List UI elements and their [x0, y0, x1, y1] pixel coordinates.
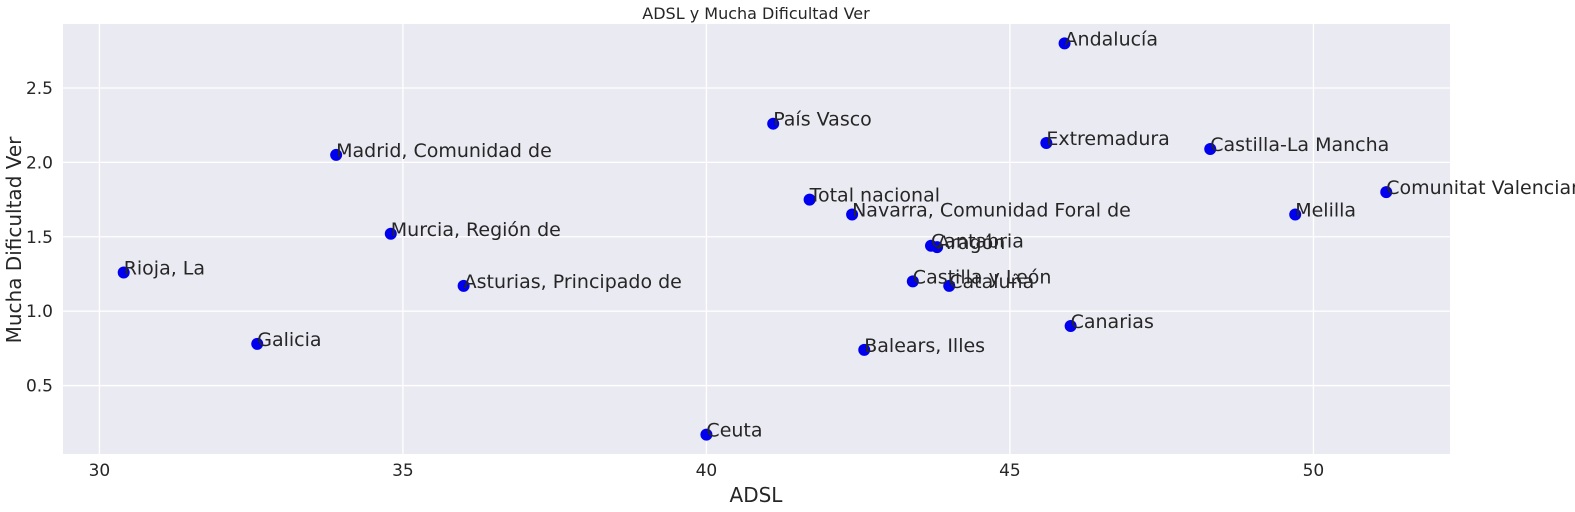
data-point	[931, 241, 944, 254]
data-point	[858, 343, 871, 356]
point-label: Cantabria	[931, 231, 1024, 253]
point-label: Andalucía	[1065, 28, 1158, 50]
x-tick-label: 50	[1303, 461, 1325, 481]
data-point	[1040, 137, 1053, 150]
point-labels: Andalucía País Vasco Extremadura Castilla-L…	[124, 28, 1575, 441]
point-label: Aragón	[937, 232, 1005, 254]
data-point	[1204, 142, 1217, 155]
data-point	[1058, 37, 1071, 50]
x-tick-label: 30	[89, 461, 111, 481]
chart-title: ADSL y Mucha Dificultad Ver	[642, 4, 870, 23]
point-label: Galicia	[257, 329, 321, 351]
point-label: Melilla	[1295, 199, 1356, 221]
point-label: País Vasco	[773, 109, 872, 131]
data-point	[384, 227, 397, 240]
y-tick-label: 1.0	[26, 302, 53, 322]
point-label: Total nacional	[809, 185, 940, 207]
data-point	[700, 428, 713, 441]
y-tick-label: 2.0	[26, 153, 53, 173]
x-tick-label: 45	[999, 461, 1021, 481]
x-axis-label: ADSL	[730, 483, 784, 507]
point-label: Navarra, Comunidad Foral de	[852, 199, 1131, 221]
tick-labels: 30 35 40 45 50 0.5 1.0 1.5 2.0 2.5	[26, 79, 1324, 481]
data-point	[1289, 208, 1302, 221]
point-label: Balears, Illes	[864, 335, 985, 357]
point-label: Comunitat Valenciana	[1386, 177, 1575, 199]
point-label: Canarias	[1071, 311, 1154, 333]
data-point	[457, 279, 470, 292]
point-label: Castilla-La Mancha	[1210, 134, 1389, 156]
data-point	[767, 117, 780, 130]
data-point	[251, 337, 264, 350]
data-point	[846, 208, 859, 221]
point-label: Extremadura	[1046, 128, 1170, 150]
point-label: Murcia, Región de	[391, 219, 561, 241]
point-label: Castilla y León	[913, 266, 1052, 288]
y-tick-label: 0.5	[26, 377, 53, 397]
y-tick-label: 1.5	[26, 228, 53, 248]
data-point	[803, 193, 816, 206]
data-point	[117, 266, 130, 279]
data-point	[906, 275, 919, 288]
data-points	[117, 37, 1393, 441]
point-label: Cataluña	[949, 271, 1034, 293]
point-label: Asturias, Principado de	[464, 271, 682, 293]
x-tick-label: 35	[392, 461, 414, 481]
grid-lines	[63, 24, 1450, 454]
plot-area	[63, 24, 1450, 454]
point-label: Ceuta	[706, 420, 762, 442]
point-label: Rioja, La	[124, 257, 205, 279]
x-tick-label: 40	[696, 461, 718, 481]
y-tick-label: 2.5	[26, 79, 53, 99]
point-label: Madrid, Comunidad de	[336, 140, 552, 162]
data-point	[1380, 186, 1393, 199]
data-point	[330, 148, 343, 161]
data-point	[1064, 320, 1077, 333]
y-axis-label: Mucha Dificultad Ver	[2, 136, 26, 344]
data-point	[943, 279, 956, 292]
